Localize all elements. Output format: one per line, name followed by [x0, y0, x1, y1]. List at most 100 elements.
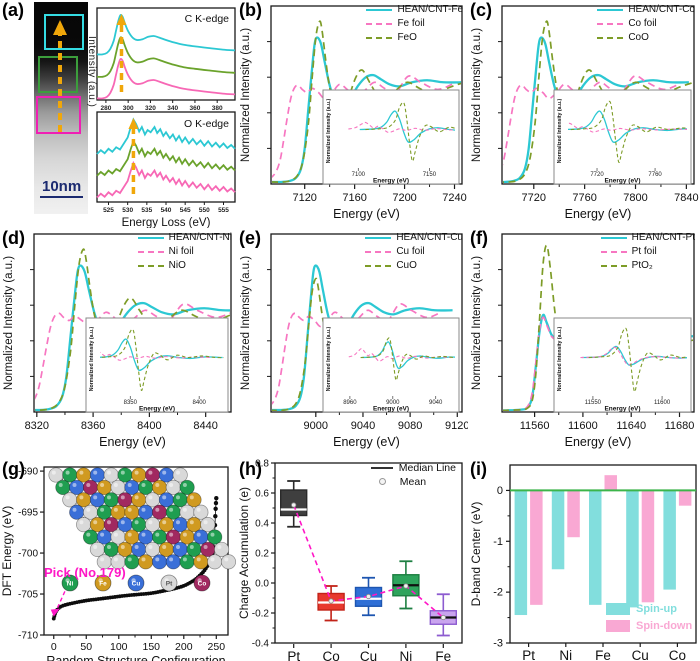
- svg-text:280: 280: [100, 105, 111, 112]
- panel-label-f: (f): [470, 228, 488, 248]
- svg-text:D-band Center (eV): D-band Center (eV): [469, 502, 483, 607]
- svg-text:Energy (eV): Energy (eV): [373, 406, 409, 413]
- svg-text:Energy (eV): Energy (eV): [373, 178, 409, 185]
- legend-item: Cu foil: [365, 245, 463, 258]
- legend-h: Median Line Mean: [370, 461, 456, 488]
- legend-label: Co foil: [628, 18, 657, 29]
- svg-text:9040: 9040: [351, 420, 375, 432]
- svg-text:0: 0: [51, 641, 57, 653]
- legend-item: FeO: [366, 31, 463, 44]
- svg-text:7240: 7240: [442, 192, 466, 204]
- svg-text:7200: 7200: [392, 192, 416, 204]
- svg-text:Fe: Fe: [99, 580, 107, 587]
- svg-text:0.6: 0.6: [255, 489, 269, 500]
- svg-text:8440: 8440: [193, 420, 217, 432]
- legend-item: Fe foil: [366, 17, 463, 30]
- panel-e: 9000 9040 9080 9120 Energy (eV) Normalized In…: [237, 228, 468, 459]
- legend-e: HEAN/CNT-Cu Cu foil CuO: [365, 231, 463, 272]
- legend-item: HEAN/CNT-Fe: [366, 3, 463, 16]
- legend-label: PtO₂: [631, 260, 653, 271]
- svg-text:0.0: 0.0: [255, 579, 269, 590]
- svg-text:8320: 8320: [25, 420, 49, 432]
- legend-label: Pt foil: [631, 246, 657, 257]
- legend-label: Spin-up: [636, 603, 677, 615]
- svg-text:11600: 11600: [568, 420, 598, 432]
- legend-label: Cu foil: [396, 246, 425, 257]
- svg-text:Normalized Intensity (a.u.): Normalized Intensity (a.u.): [557, 98, 563, 163]
- panel-label-c: (c): [470, 0, 492, 20]
- svg-text:Pt: Pt: [287, 649, 300, 661]
- legend-item: HEAN/CNT-Pt: [600, 231, 695, 244]
- panel-label-g: (g): [2, 459, 25, 479]
- xanes-chart-fe: 7120 7160 7200 7240 Energy (eV) Normalized In…: [240, 5, 467, 221]
- svg-text:Ni: Ni: [400, 649, 413, 661]
- legend-label: Median Line: [398, 461, 456, 474]
- svg-text:9000: 9000: [386, 400, 400, 406]
- legend-item: Spin-up: [606, 602, 692, 616]
- charge-accumulation-boxplot: -0.4 -0.2 0.0 0.2 0.4 0.6 0.8 Charge Accumulati…: [237, 459, 463, 661]
- sample-line-swatch: [137, 236, 164, 239]
- svg-text:150: 150: [143, 641, 161, 653]
- intensity-axis-label: Intensity (a.u.): [86, 36, 97, 108]
- svg-text:8350: 8350: [124, 400, 138, 406]
- legend-c: HEAN/CNT-Co Co foil CoO: [597, 3, 695, 44]
- panel-g: 0 50 100 150 200 250 -690 -695 -700 -705 -710 Rando…: [0, 459, 237, 661]
- roi-box-magenta: [36, 96, 81, 134]
- foil-line-swatch: [366, 22, 393, 25]
- svg-text:Random Structure Configuration: Random Structure Configuration: [46, 654, 225, 661]
- legend-item: Median Line: [370, 461, 456, 474]
- svg-text:-690: -690: [18, 467, 38, 478]
- svg-text:Energy (eV): Energy (eV): [565, 207, 632, 221]
- legend-label: FeO: [397, 32, 417, 43]
- pick-annotation: Pick (No.179): [44, 565, 126, 580]
- scan-arrow-icon: [53, 20, 67, 132]
- svg-text:7800: 7800: [623, 192, 647, 204]
- svg-text:-2: -2: [493, 587, 503, 599]
- svg-text:Normalized Intensity (a.u.): Normalized Intensity (a.u.): [89, 326, 95, 391]
- svg-text:8960: 8960: [343, 400, 357, 406]
- svg-text:Fe: Fe: [435, 649, 451, 661]
- legend-item: Spin-down: [606, 619, 692, 633]
- panel-d: 8320 8360 8400 8440 Energy (eV) Normalized In…: [0, 228, 237, 459]
- median-line-swatch: [370, 466, 393, 469]
- legend-item: Pt foil: [600, 245, 695, 258]
- legend-label: NiO: [168, 260, 186, 271]
- sample-line-swatch: [366, 8, 393, 11]
- svg-text:Energy (eV): Energy (eV): [139, 406, 175, 413]
- svg-text:Pt: Pt: [522, 648, 535, 661]
- legend-item: Ni foil: [137, 245, 232, 258]
- svg-text:11560: 11560: [520, 420, 550, 432]
- svg-text:Normalized Intensity (a.u.): Normalized Intensity (a.u.): [240, 28, 252, 162]
- o-kedge-title: O K-edge: [184, 118, 229, 130]
- svg-text:Normalized Intensity (a.u.): Normalized Intensity (a.u.): [326, 326, 332, 391]
- svg-text:8400: 8400: [193, 400, 207, 406]
- legend-d: HEAN/CNT-Ni Ni foil NiO: [137, 231, 232, 272]
- sample-line-swatch: [365, 236, 392, 239]
- svg-text:Cu: Cu: [132, 580, 141, 587]
- svg-text:-710: -710: [18, 631, 38, 642]
- oxide-line-swatch: [600, 264, 627, 267]
- legend-item: HEAN/CNT-Co: [597, 3, 695, 16]
- svg-text:-3: -3: [493, 638, 503, 650]
- svg-text:Normalized Intensity (a.u.): Normalized Intensity (a.u.): [471, 28, 483, 162]
- svg-text:7100: 7100: [352, 172, 366, 178]
- panel-label-e: (e): [239, 228, 261, 248]
- oxide-line-swatch: [365, 264, 392, 267]
- xanes-chart-ni: 8320 8360 8400 8440 Energy (eV) Normalized In…: [3, 233, 232, 449]
- svg-text:50: 50: [80, 641, 92, 653]
- legend-label: HEAN/CNT-Ni: [168, 232, 232, 243]
- scalebar-label: 10nm: [40, 178, 84, 198]
- svg-text:Normalized Intensity (a.u.): Normalized Intensity (a.u.): [471, 256, 483, 390]
- svg-text:7840: 7840: [674, 192, 698, 204]
- svg-text:100: 100: [110, 641, 128, 653]
- eels-charts-svg: 280 300 320 340 360 380 525 530 535 540 545 550 555 E…: [96, 7, 236, 228]
- panel-label-a: (a): [2, 0, 24, 20]
- legend-label: Ni foil: [168, 246, 194, 257]
- dband-center-barchart: 0 -1 -2 -3 D-band Center (eV) Pt Ni Fe Cu Co: [469, 464, 697, 661]
- svg-text:Cu: Cu: [632, 648, 649, 661]
- svg-text:Energy (eV): Energy (eV): [333, 207, 400, 221]
- svg-text:535: 535: [141, 207, 152, 214]
- spin-down-swatch: [606, 620, 630, 632]
- legend-item: CoO: [597, 31, 695, 44]
- svg-text:Normalized Intensity (a.u.): Normalized Intensity (a.u.): [557, 326, 563, 391]
